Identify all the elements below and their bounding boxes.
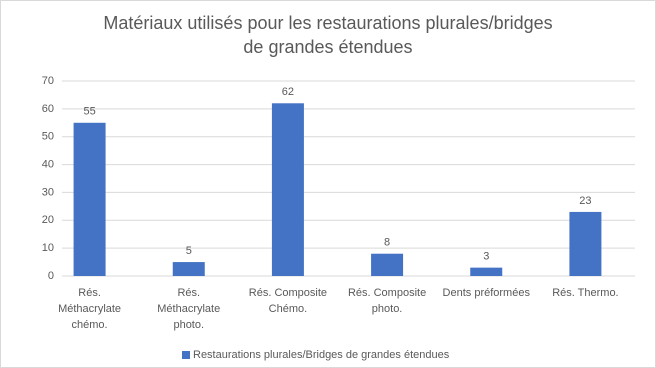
x-tick-label: Méthacrylate <box>157 303 220 315</box>
legend-swatch <box>182 351 190 359</box>
x-tick-label: Rés. Composite <box>348 287 426 299</box>
chart-title: Matériaux utilisés pour les restauration… <box>103 13 552 33</box>
bar <box>569 211 602 276</box>
x-tick-label: photo. <box>173 319 204 331</box>
y-tick-label: 30 <box>42 186 54 198</box>
x-tick-label: Méthacrylate <box>58 303 121 315</box>
x-tick-label: Rés. Thermo. <box>552 287 618 299</box>
value-label: 5 <box>186 245 192 257</box>
value-label: 3 <box>483 251 489 263</box>
y-tick-label: 0 <box>48 270 54 282</box>
bar <box>172 262 205 276</box>
x-tick-label: Rés. <box>78 287 101 299</box>
bar <box>73 122 106 277</box>
x-tick-label: Rés. <box>177 287 200 299</box>
x-tick-label: Chémo. <box>269 303 308 315</box>
legend-label: Restaurations plurales/Bridges de grande… <box>193 349 450 361</box>
y-tick-label: 20 <box>42 214 54 226</box>
bar <box>271 103 304 277</box>
value-label: 8 <box>384 237 390 249</box>
value-label: 23 <box>579 195 591 207</box>
bar <box>470 267 503 276</box>
value-label: 55 <box>83 106 95 118</box>
x-tick-label: Rés. Composite <box>249 287 327 299</box>
y-tick-label: 40 <box>42 158 54 170</box>
y-tick-label: 70 <box>42 75 54 87</box>
y-tick-label: 10 <box>42 242 54 254</box>
x-tick-label: Dents préformées <box>443 287 531 299</box>
chart-title: de grandes étendues <box>243 37 412 57</box>
x-tick-label: chémo. <box>72 319 108 331</box>
x-tick-label: photo. <box>372 303 403 315</box>
bar <box>371 253 404 276</box>
y-tick-label: 50 <box>42 131 54 143</box>
y-tick-label: 60 <box>42 103 54 115</box>
value-label: 62 <box>282 86 294 98</box>
